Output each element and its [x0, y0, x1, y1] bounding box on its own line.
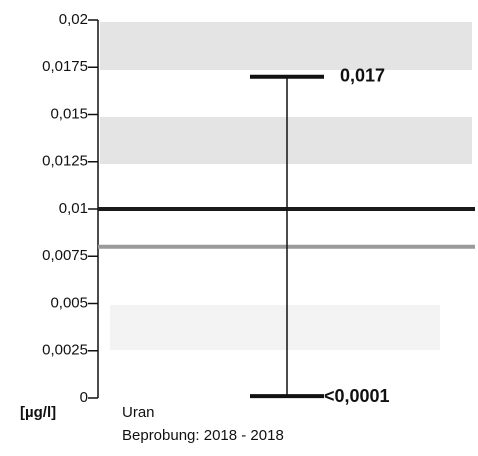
- y-tick-label: 0,01: [59, 200, 88, 217]
- x-label: Uran: [122, 404, 155, 421]
- y-tick-label: 0,02: [59, 11, 88, 28]
- y-tick-label: 0,0175: [42, 58, 88, 75]
- value-label: <0,0001: [324, 386, 390, 406]
- y-tick-label: 0,0025: [42, 342, 88, 359]
- value-label: 0,017: [340, 65, 385, 85]
- shade-band: [100, 22, 472, 70]
- y-tick-label: 0,015: [50, 105, 88, 122]
- y-tick-label: 0: [80, 389, 88, 406]
- y-tick-label: 0,005: [50, 294, 88, 311]
- unit-label: [µg/l]: [20, 404, 56, 421]
- shade-band: [100, 117, 472, 164]
- y-tick-label: 0,0075: [42, 247, 88, 264]
- y-tick-label: 0,0125: [42, 153, 88, 170]
- shade-band: [110, 305, 440, 350]
- subtitle: Beprobung: 2018 - 2018: [122, 427, 284, 444]
